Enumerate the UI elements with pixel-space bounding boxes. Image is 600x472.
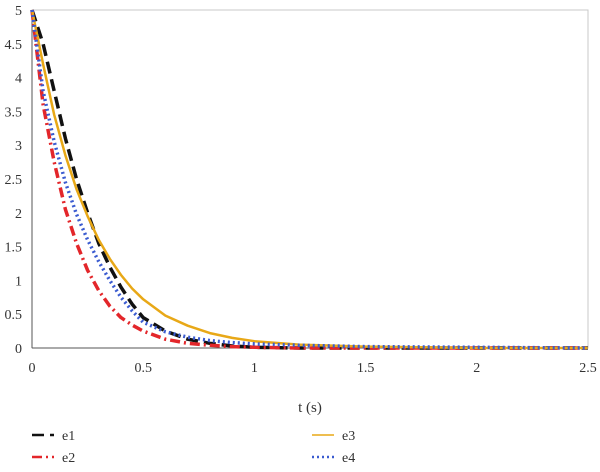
y-tick-label: 1.5: [5, 241, 23, 256]
y-tick-label: 3.5: [5, 105, 23, 120]
x-tick-label: 2.5: [579, 361, 597, 376]
series-line-e2: [30, 9, 588, 350]
series-line-e3: [30, 9, 588, 350]
legend-label-e4: e4: [342, 451, 355, 466]
y-tick-label: 2: [15, 207, 22, 222]
legend-label-e1: e1: [62, 429, 75, 444]
y-tick-label: 1: [15, 274, 22, 289]
x-tick-label: 1.5: [357, 361, 375, 376]
y-tick-label: 4.5: [5, 38, 23, 53]
x-tick-label: 0: [29, 361, 36, 376]
x-tick-labels: 0 0.5 1 1.5 2 2.5: [29, 361, 597, 376]
y-tick-labels: 0 0.5 1 1.5 2 2.5 3 3.5 4 4.5 5: [5, 4, 23, 357]
y-tick-label: 3: [15, 139, 22, 154]
series-lines: [30, 9, 589, 350]
y-tick-label: 4: [15, 72, 22, 87]
y-tick-label: 5: [15, 4, 22, 19]
legend-label-e3: e3: [342, 429, 355, 444]
series-line-e1: [30, 9, 588, 350]
y-tick-label: 0.5: [5, 308, 23, 323]
legend-label-e2: e2: [62, 451, 75, 466]
x-tick-label: 0.5: [134, 361, 152, 376]
x-axis-label: t (s): [298, 400, 322, 416]
legend: e1 e2 e3 e4: [32, 429, 355, 466]
plot-area-border: [31, 9, 589, 349]
y-tick-label: 2.5: [5, 173, 23, 188]
series-line-e4: [30, 9, 589, 350]
x-tick-label: 1: [251, 361, 258, 376]
y-tick-label: 0: [15, 342, 22, 357]
x-tick-label: 2: [473, 361, 480, 376]
